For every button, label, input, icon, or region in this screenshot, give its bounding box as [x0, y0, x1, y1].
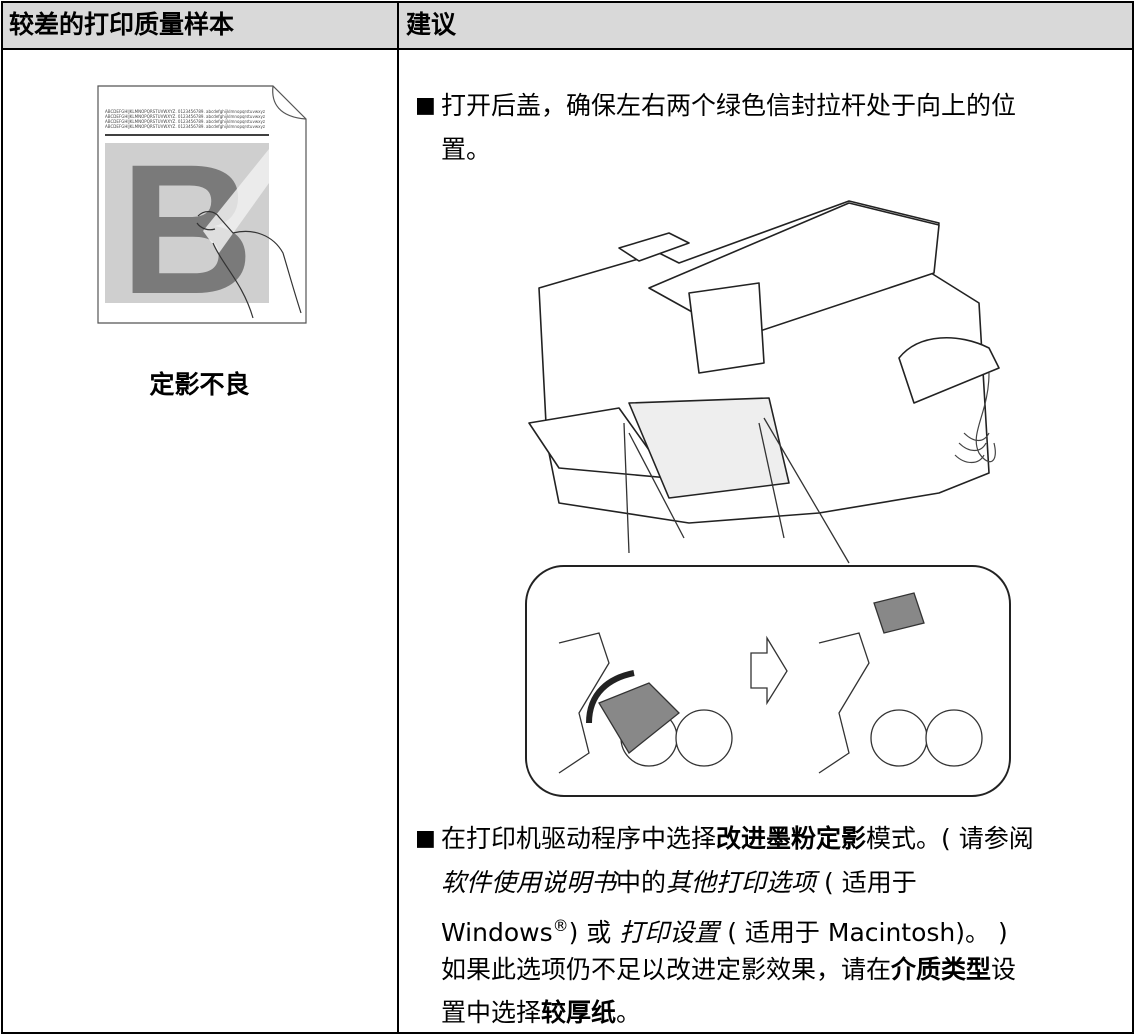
text-run: 较厚纸: [541, 998, 617, 1027]
roller: [925, 709, 983, 767]
caption: 定影不良: [149, 370, 250, 399]
callout-line: [628, 432, 685, 539]
text-run: 模式。( 请参阅: [866, 824, 1034, 853]
text-run: 。: [616, 998, 642, 1027]
smear-area: [105, 143, 269, 303]
step-arrow: [750, 635, 788, 706]
text-run: 打开后盖，确保左右两个绿色信封拉杆处于向上的位: [441, 91, 1017, 120]
text-run: 改进墨粉定影: [716, 824, 867, 853]
sample-text: ABCDEFGHIJKLMNOPQRSTUVWXYZ. 0123456789. …: [105, 119, 266, 124]
finger: [196, 211, 302, 319]
handset: [898, 336, 1000, 404]
text-run: 置中选择: [441, 998, 542, 1027]
callout-line: [763, 417, 850, 564]
text-line: 打开后盖，确保左右两个绿色信封拉杆处于向上的位: [441, 84, 1016, 128]
sample-text: ABCDEFGHIJKLMNOPQRSTUVWXYZ. 0123456789. …: [105, 114, 266, 119]
bullet: ■: [415, 93, 436, 118]
text-run: 在打印机驱动程序中选择: [441, 824, 717, 853]
motion-arrow: [586, 670, 635, 724]
text-run: ®: [552, 916, 569, 935]
text-line: 软件使用说明书中的其他打印选项 ( 适用于: [441, 861, 917, 905]
text-line: 置。: [441, 128, 491, 172]
text-line: 如果此选项仍不足以改进定影效果，请在介质类型设: [441, 948, 1016, 992]
lever-up: [873, 592, 925, 634]
text-run: 介质类型: [891, 954, 992, 984]
text-run: ( 适用于 Macintosh)。 ): [719, 918, 1008, 947]
text-run: 中的: [616, 867, 667, 897]
page-fold: [272, 85, 307, 120]
sample-text-block: ABCDEFGHIJKLMNOPQRSTUVWXYZ. 0123456789. …: [105, 109, 266, 129]
column-rule: [397, 1, 399, 1034]
header-cell: 较差的打印质量样本: [9, 10, 235, 39]
inset-part: [818, 632, 870, 774]
printer-illustration: [525, 200, 1011, 797]
roller: [870, 709, 928, 767]
text-run: 设: [991, 954, 1017, 984]
header-row: [1, 1, 1134, 49]
callout-line: [758, 422, 785, 539]
smudge: [203, 149, 269, 253]
text-run: ) 或: [568, 918, 620, 947]
handset-cord: [954, 372, 996, 464]
bullet: ■: [415, 826, 436, 851]
text-run: 打印设置: [619, 918, 720, 947]
text-run: 软件使用说明书: [441, 867, 617, 897]
text-run: 其他打印选项: [666, 867, 817, 897]
text-line: Windows®) 或 打印设置 ( 适用于 Macintosh)。 ): [441, 904, 1008, 948]
text-line: 置中选择较厚纸。: [441, 991, 641, 1035]
inset-part: [558, 632, 610, 774]
text-run: 置。: [441, 135, 492, 164]
text-run: ( 适用于: [816, 867, 917, 897]
side-panel: [688, 282, 765, 374]
text-run: 如果此选项仍不足以改进定影效果，请在: [441, 954, 892, 984]
sample-text: ABCDEFGHIJKLMNOPQRSTUVWXYZ. 0123456789. …: [105, 124, 266, 129]
callout-line: [623, 422, 630, 554]
header-rule: [1, 48, 1134, 50]
header-cell: 建议: [406, 10, 457, 39]
sample-illustration: ABCDEFGHIJKLMNOPQRSTUVWXYZ. 0123456789. …: [97, 85, 307, 328]
lever-down: [598, 682, 680, 754]
tray-flap: [618, 232, 690, 262]
sample-text: ABCDEFGHIJKLMNOPQRSTUVWXYZ. 0123456789. …: [105, 109, 266, 114]
text-line: 在打印机驱动程序中选择改进墨粉定影模式。( 请参阅: [441, 817, 1034, 861]
text-run: Windows: [441, 918, 553, 947]
roller: [675, 709, 733, 767]
fuser-area: [628, 397, 790, 499]
